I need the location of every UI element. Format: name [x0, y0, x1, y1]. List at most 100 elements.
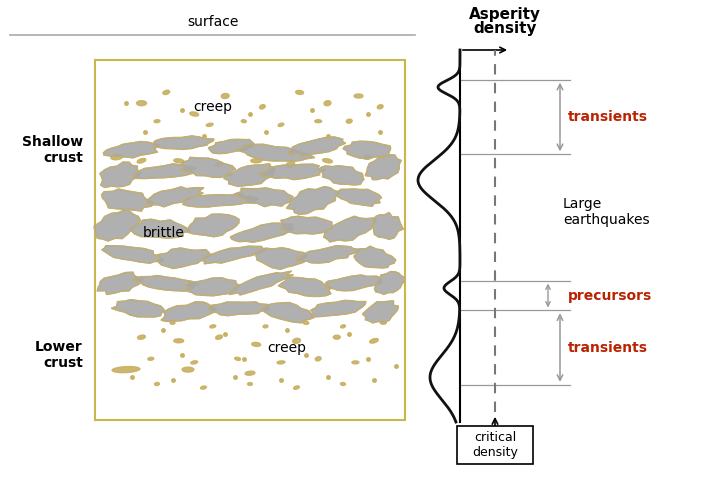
Polygon shape [154, 136, 214, 149]
Polygon shape [236, 144, 314, 161]
Polygon shape [133, 276, 198, 291]
Polygon shape [241, 120, 246, 123]
Polygon shape [248, 383, 253, 385]
Polygon shape [293, 338, 301, 343]
Polygon shape [337, 189, 381, 206]
Polygon shape [373, 213, 403, 239]
Polygon shape [324, 101, 331, 106]
Polygon shape [201, 386, 206, 389]
Polygon shape [97, 272, 144, 294]
Polygon shape [341, 383, 346, 385]
Polygon shape [201, 246, 266, 264]
Text: surface: surface [187, 15, 238, 29]
Polygon shape [174, 159, 183, 163]
Polygon shape [181, 157, 236, 178]
Polygon shape [323, 158, 333, 163]
Text: Lower
crust: Lower crust [35, 340, 83, 370]
Polygon shape [263, 325, 268, 328]
Polygon shape [131, 219, 190, 238]
Polygon shape [296, 246, 360, 263]
Text: critical
density: critical density [472, 431, 518, 459]
Polygon shape [102, 246, 163, 263]
Polygon shape [352, 361, 359, 364]
Text: Asperity: Asperity [469, 7, 541, 22]
Polygon shape [346, 119, 352, 123]
Polygon shape [252, 342, 261, 347]
Polygon shape [221, 94, 229, 98]
Polygon shape [261, 302, 314, 323]
Polygon shape [112, 367, 140, 372]
Polygon shape [363, 301, 398, 323]
Polygon shape [343, 141, 391, 159]
Polygon shape [101, 189, 154, 211]
Polygon shape [354, 94, 363, 98]
Polygon shape [377, 105, 383, 109]
Text: transients: transients [568, 110, 648, 124]
Polygon shape [231, 223, 293, 242]
Polygon shape [255, 248, 307, 269]
Polygon shape [111, 155, 123, 160]
Polygon shape [229, 271, 293, 295]
Polygon shape [245, 371, 255, 375]
Polygon shape [277, 361, 285, 364]
Polygon shape [224, 164, 274, 187]
Polygon shape [235, 357, 241, 360]
Polygon shape [174, 339, 183, 343]
Polygon shape [296, 90, 303, 95]
Polygon shape [366, 155, 401, 180]
Polygon shape [138, 335, 146, 339]
Text: brittle: brittle [142, 226, 184, 240]
Polygon shape [182, 367, 194, 372]
Polygon shape [259, 164, 326, 180]
Polygon shape [94, 209, 141, 241]
Text: density: density [473, 21, 537, 36]
Polygon shape [104, 142, 160, 158]
Text: transients: transients [568, 341, 648, 355]
Polygon shape [183, 193, 258, 207]
Bar [457, 426, 533, 464]
Text: precursors: precursors [568, 288, 653, 302]
Polygon shape [154, 383, 159, 385]
Polygon shape [341, 325, 346, 328]
Polygon shape [289, 137, 346, 156]
Polygon shape [136, 101, 146, 106]
Polygon shape [215, 162, 223, 167]
Polygon shape [374, 272, 405, 294]
Polygon shape [190, 112, 198, 116]
Polygon shape [260, 105, 265, 109]
Polygon shape [381, 321, 386, 324]
Polygon shape [293, 386, 299, 389]
Polygon shape [278, 277, 331, 297]
Polygon shape [157, 248, 211, 268]
Polygon shape [251, 159, 262, 163]
Polygon shape [146, 187, 203, 207]
Polygon shape [323, 216, 376, 242]
Polygon shape [333, 335, 341, 339]
Text: Shallow
crust: Shallow crust [22, 135, 83, 165]
Polygon shape [281, 216, 332, 234]
Polygon shape [186, 214, 239, 237]
Polygon shape [286, 187, 339, 215]
Polygon shape [186, 278, 239, 296]
Polygon shape [325, 275, 381, 291]
Polygon shape [320, 166, 363, 185]
Polygon shape [170, 321, 175, 324]
Polygon shape [370, 338, 378, 343]
Polygon shape [303, 321, 308, 324]
Polygon shape [235, 188, 293, 206]
Text: creep: creep [193, 100, 232, 114]
Polygon shape [132, 164, 196, 179]
Polygon shape [148, 357, 154, 360]
Polygon shape [278, 123, 284, 126]
Polygon shape [111, 300, 164, 317]
Polygon shape [315, 120, 322, 123]
Polygon shape [208, 139, 254, 154]
Polygon shape [100, 162, 141, 188]
Bar [95, 60, 405, 420]
Polygon shape [286, 162, 295, 167]
Polygon shape [210, 325, 216, 328]
Text: creep: creep [268, 341, 307, 355]
Text: Large
earthquakes: Large earthquakes [563, 197, 650, 228]
Polygon shape [354, 246, 396, 268]
Polygon shape [311, 300, 366, 317]
